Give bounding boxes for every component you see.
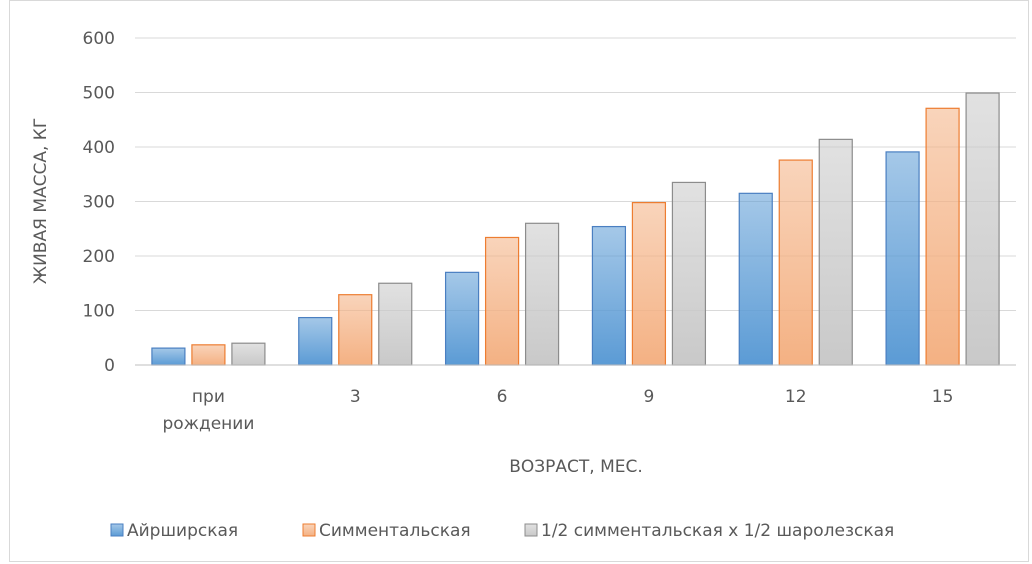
y-tick-label: 300	[83, 193, 115, 213]
x-tick-label: 6	[497, 387, 508, 407]
bar	[965, 92, 1000, 366]
bar	[444, 271, 480, 366]
bar	[484, 236, 520, 366]
x-tick-label: при рождении	[162, 387, 254, 434]
legend-label: Симментальская	[319, 521, 471, 541]
bar	[778, 159, 813, 366]
y-tick-label: 0	[104, 356, 115, 376]
y-axis-ticks: 0 100 200 300 400 500 600	[83, 29, 115, 376]
legend-label: 1/2 симментальская х 1/2 шаролезская	[541, 521, 894, 541]
legend-entry: Айрширская	[110, 521, 238, 541]
bar	[151, 347, 186, 366]
bar	[378, 282, 413, 366]
bar	[631, 201, 667, 366]
x-tick-label: 12	[785, 387, 807, 407]
y-tick-label: 500	[83, 84, 115, 104]
bar	[818, 138, 853, 366]
y-axis-title: ЖИВАЯ МАССА, КГ	[31, 118, 51, 284]
legend-entry: 1/2 симментальская х 1/2 шаролезская	[524, 521, 894, 541]
legend-swatch	[524, 523, 538, 537]
bar	[671, 181, 707, 366]
bar	[298, 316, 333, 366]
bar	[591, 225, 627, 366]
legend-swatch	[302, 523, 316, 537]
x-tick-label: 9	[644, 387, 655, 407]
bar	[925, 107, 960, 366]
legend: Айрширская Симментальская 1/2 симментальск…	[110, 521, 894, 541]
bar	[191, 344, 226, 366]
x-axis-ticks: при рождении 3 6 9 12 15	[162, 387, 953, 434]
bar	[738, 192, 773, 366]
bar	[338, 294, 373, 366]
y-tick-label: 600	[83, 29, 115, 49]
y-tick-label: 200	[83, 247, 115, 267]
legend-swatch	[110, 523, 124, 537]
bar	[231, 342, 266, 366]
y-tick-label: 100	[83, 302, 115, 322]
gridlines	[135, 37, 1016, 311]
x-tick-label: 3	[350, 387, 361, 407]
legend-entry: Симментальская	[302, 521, 471, 541]
bar	[885, 151, 920, 366]
x-axis-title: ВОЗРАСТ, МЕС.	[509, 457, 643, 477]
y-tick-label: 400	[83, 138, 115, 158]
legend-label: Айрширская	[127, 521, 238, 541]
bars	[151, 92, 1000, 366]
x-tick-label: 15	[932, 387, 954, 407]
bar	[524, 222, 560, 366]
